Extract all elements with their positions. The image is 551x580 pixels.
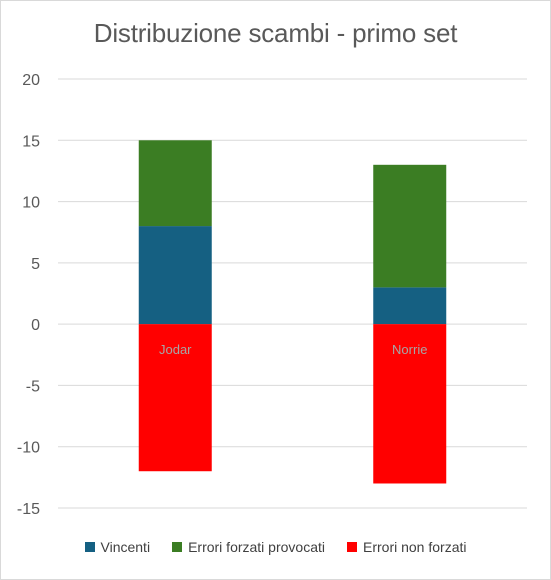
y-tick-label: -10	[17, 440, 40, 457]
y-tick-label: 15	[22, 133, 40, 150]
bar-norrie-series-1	[373, 164, 447, 288]
legend-swatch	[84, 542, 95, 552]
y-tick-label: 20	[22, 72, 40, 89]
legend-swatch	[347, 542, 357, 552]
legend-label: Errori non forzati	[363, 539, 467, 555]
x-category-label: Norrie	[392, 342, 427, 357]
legend-label: Errori forzati provocati	[188, 539, 325, 555]
x-category-label: Jodar	[159, 342, 192, 357]
bar-norrie-series-0	[373, 287, 447, 325]
legend-label: Vincenti	[100, 539, 151, 555]
bar-jodar-series-2	[138, 324, 212, 472]
legend-item: Vincenti	[84, 539, 151, 555]
y-tick-label: -5	[26, 378, 40, 395]
y-tick-label: 10	[22, 195, 40, 212]
legend-item: Errori non forzati	[347, 539, 466, 555]
chart-legend: Vincenti Errori forzati provocati Errori n…	[0, 539, 551, 555]
legend-item: Errori forzati provocati	[172, 539, 325, 555]
y-tick-label: -15	[17, 501, 40, 518]
bar-jodar-series-0	[138, 226, 212, 325]
bar-jodar-series-1	[138, 140, 212, 227]
chart-title: Distribuzione scambi - primo set	[93, 18, 458, 48]
legend-swatch	[172, 542, 183, 552]
y-tick-label: 0	[31, 317, 40, 334]
bar-norrie-series-2	[373, 324, 447, 484]
y-tick-label: 5	[31, 256, 40, 273]
